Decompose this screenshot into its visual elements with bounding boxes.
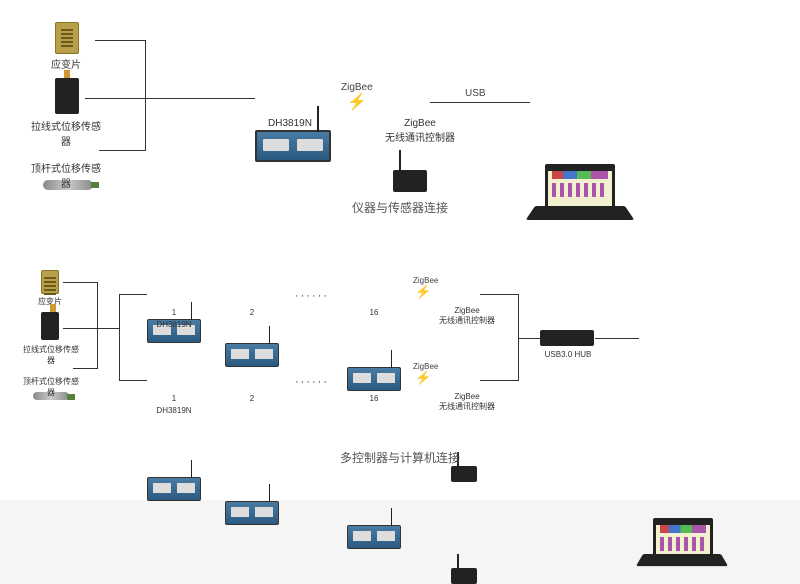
dh3819n-device-icon <box>347 367 401 391</box>
usb-label: USB <box>465 88 486 99</box>
pull-wire-label: 拉线式位移传感器 <box>31 118 101 148</box>
wire <box>63 328 97 329</box>
zigbee-controller-label: ZigBee 无线通讯控制器 <box>375 118 465 144</box>
wire <box>119 380 147 381</box>
device-number: 16 <box>349 394 399 403</box>
device-model-label: DH3819N <box>255 118 325 129</box>
zigbee-bolt-icon: ⚡ <box>415 370 431 386</box>
laptop-icon <box>643 518 721 570</box>
dh3819n-device-icon <box>255 130 331 162</box>
pull-wire-label: 拉线式位移传感器 <box>21 344 81 366</box>
wire <box>430 102 530 103</box>
zigbee-bolt-icon: ⚡ <box>347 92 367 112</box>
wire <box>85 98 145 99</box>
device-number: 1 <box>149 394 199 403</box>
device-number: 1 <box>149 308 199 317</box>
usb-hub-icon <box>540 330 594 346</box>
diagram-multi-controller: 应变片 拉线式位移传感器 顶杆式位移传感器 1 DH3819N 2 ······… <box>15 250 785 470</box>
device-number: 2 <box>227 394 277 403</box>
usb-hub-label: USB3.0 HUB <box>543 350 593 359</box>
pull-wire-sensor-icon <box>55 78 79 114</box>
strain-gauge-icon <box>41 270 59 294</box>
wire <box>97 328 119 329</box>
wire <box>119 294 120 380</box>
dh3819n-device-icon <box>225 343 279 367</box>
device-number: 2 <box>227 308 277 317</box>
device-model-label: DH3819N <box>149 406 199 415</box>
device-model-label: DH3819N <box>149 320 199 329</box>
pull-wire-sensor-icon <box>41 312 59 340</box>
wire <box>480 294 518 295</box>
wire <box>119 294 147 295</box>
zigbee-bolt-icon: ⚡ <box>415 284 431 300</box>
diagram1-caption: 仪器与传感器连接 <box>15 199 785 216</box>
strain-gauge-icon <box>55 22 79 54</box>
wire <box>145 98 255 99</box>
wire <box>97 282 98 369</box>
zigbee-controller-icon <box>451 568 477 584</box>
lvdt-label: 顶杆式位移传感器 <box>21 376 81 398</box>
ellipsis: ······ <box>295 290 329 302</box>
wire <box>518 338 540 339</box>
zigbee-controller-icon <box>393 170 427 192</box>
zigbee-controller-label: ZigBee 无线通讯控制器 <box>437 306 497 326</box>
diagram-sensors-connection: 应变片 拉线式位移传感器 顶杆式位移传感器 DH3819N ZigBee ⚡ Z… <box>15 10 785 220</box>
zigbee-controller-icon <box>451 466 477 482</box>
zigbee-controller-label: ZigBee 无线通讯控制器 <box>437 392 497 412</box>
dh3819n-device-icon <box>347 525 401 549</box>
dh3819n-device-icon <box>225 501 279 525</box>
wire <box>73 368 97 369</box>
ellipsis: ······ <box>295 376 329 388</box>
wire <box>480 380 518 381</box>
device-number: 16 <box>349 308 399 317</box>
lvdt-label: 顶杆式位移传感器 <box>31 160 101 190</box>
wire <box>145 40 146 151</box>
antenna-icon <box>399 150 401 170</box>
diagram2-caption: 多控制器与计算机连接 <box>15 449 785 466</box>
wire <box>595 338 639 339</box>
wire <box>63 282 97 283</box>
wire <box>99 150 145 151</box>
wire <box>95 40 145 41</box>
strain-gauge-label: 应变片 <box>31 56 101 71</box>
dh3819n-device-icon <box>147 477 201 501</box>
